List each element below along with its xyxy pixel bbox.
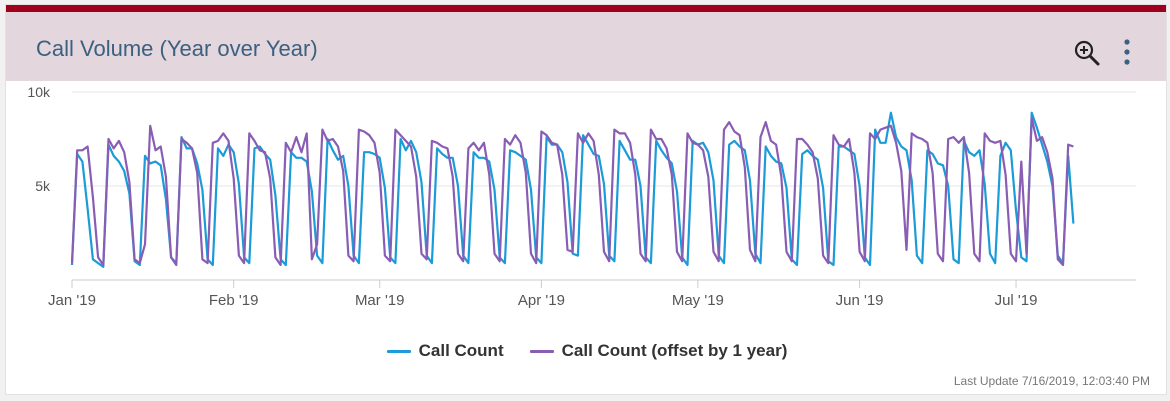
legend-swatch <box>386 349 411 353</box>
series-line-call-count <box>70 111 1075 268</box>
kebab-menu-icon[interactable] <box>1114 36 1140 68</box>
x-tick-label: Mar '19 <box>355 292 405 309</box>
y-tick-label: 10k <box>27 84 51 100</box>
widget-header: Call Volume (Year over Year) <box>6 12 1166 81</box>
chart-legend: Call Count Call Count (offset by 1 year) <box>6 339 1168 363</box>
accent-bar <box>6 5 1166 12</box>
x-tick-label: Apr '19 <box>518 292 565 309</box>
x-tick-label: May '19 <box>672 292 724 309</box>
x-tick-label: Jun '19 <box>836 292 884 309</box>
legend-label: Call Count <box>418 341 504 360</box>
call-volume-chart: 5k 10k Jan '19 Feb '19 Mar '19 Apr '19 May '19… <box>27 84 1136 309</box>
x-tick-label: Jan '19 <box>48 292 96 309</box>
x-tick-label: Feb '19 <box>209 292 259 309</box>
legend-item-call-count[interactable]: Call Count <box>386 339 504 363</box>
last-update-text: Last Update 7/16/2019, 12:03:40 PM <box>953 374 1150 388</box>
series-line-call-count-offset <box>70 117 1074 267</box>
y-tick-label: 5k <box>35 178 51 194</box>
widget-title: Call Volume (Year over Year) <box>36 36 318 61</box>
legend-label: Call Count (offset by 1 year) <box>561 341 788 360</box>
zoom-in-icon[interactable] <box>1072 38 1102 68</box>
call-volume-widget: Call Volume (Year over Year) 5k 10k Jan '1… <box>5 4 1167 395</box>
legend-swatch <box>529 349 554 353</box>
x-tick-label: Jul '19 <box>995 292 1038 309</box>
legend-item-call-count-offset[interactable]: Call Count (offset by 1 year) <box>529 339 788 363</box>
